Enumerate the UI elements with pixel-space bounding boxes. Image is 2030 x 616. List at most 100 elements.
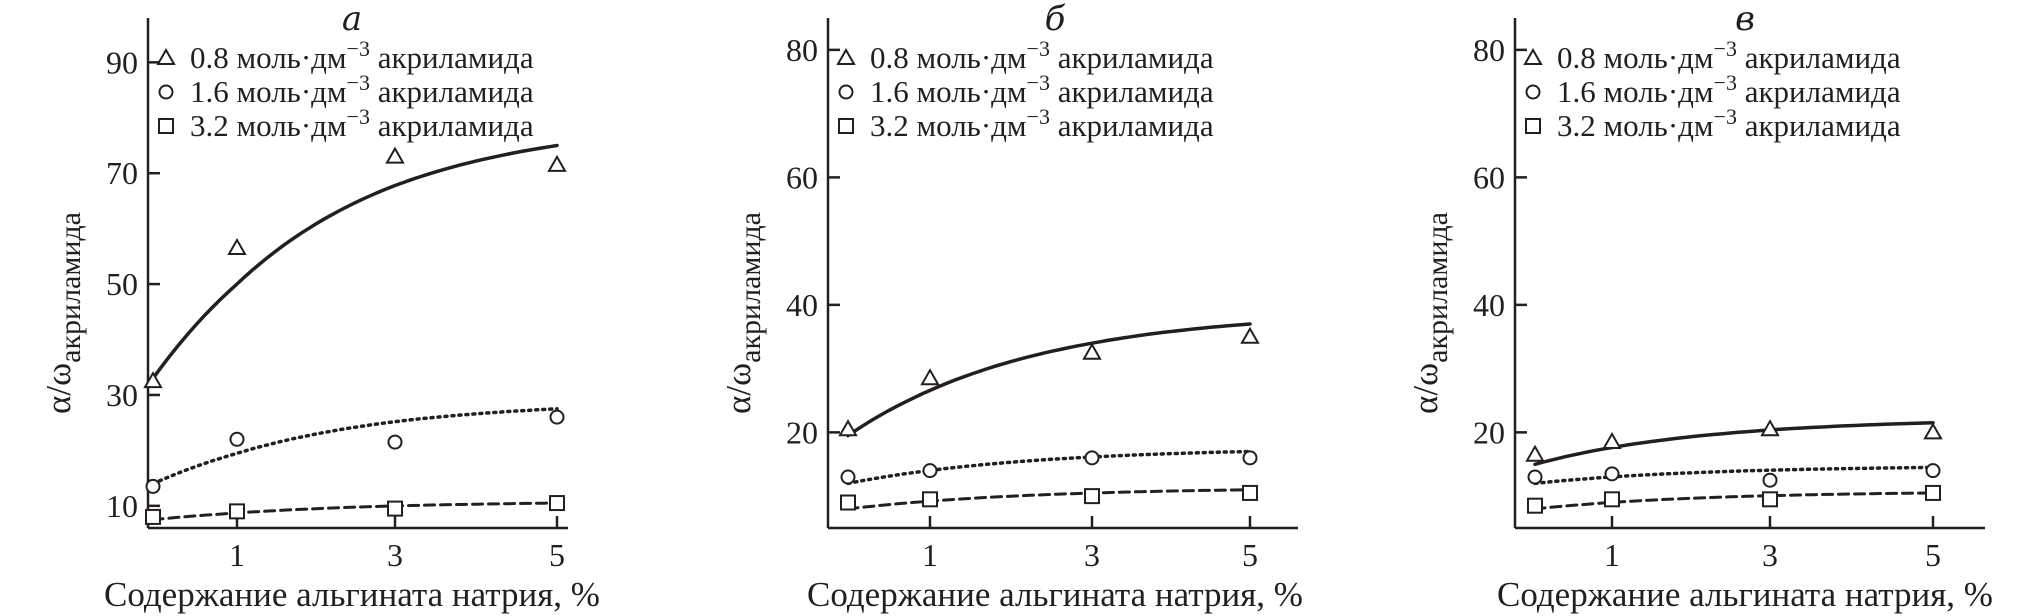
x-tick-label: 1 bbox=[922, 537, 938, 573]
series-fit-line bbox=[1533, 421, 1935, 467]
series-circle bbox=[840, 449, 1258, 486]
y-tick-label: 20 bbox=[1473, 414, 1505, 450]
data-point-triangle bbox=[1760, 419, 1780, 437]
y-axis-title: α/ωакриламида bbox=[39, 212, 87, 414]
data-point-triangle bbox=[1602, 431, 1622, 449]
y-tick-label: 70 bbox=[106, 155, 138, 191]
data-point-square bbox=[840, 494, 856, 511]
data-point-circle bbox=[1084, 450, 1100, 466]
data-point-circle bbox=[1762, 472, 1778, 488]
data-point-circle bbox=[1242, 450, 1258, 466]
legend-label: 1.6 моль·дм−3 акриламида bbox=[1557, 70, 1901, 109]
series-fit-line bbox=[1533, 465, 1935, 486]
series-fit-line bbox=[846, 449, 1252, 486]
series-triangle bbox=[143, 143, 567, 389]
data-point-circle bbox=[229, 431, 245, 447]
y-tick-label: 40 bbox=[1473, 287, 1505, 323]
data-point-square bbox=[387, 500, 403, 517]
data-point-circle bbox=[145, 478, 161, 494]
y-tick-label: 90 bbox=[106, 44, 138, 80]
series-square bbox=[1527, 484, 1941, 514]
legend-label: 0.8 моль·дм−3 акриламида bbox=[1557, 36, 1901, 75]
legend-label: 1.6 моль·дм−3 акриламида bbox=[190, 70, 534, 109]
data-point-square bbox=[1925, 484, 1941, 501]
x-tick-label: 5 bbox=[1242, 537, 1258, 573]
legend-marker-triangle bbox=[836, 47, 856, 65]
x-axis-title: Содержание альгината натрия, % bbox=[1497, 575, 1993, 614]
data-point-triangle bbox=[385, 146, 405, 164]
y-tick-label: 60 bbox=[1473, 159, 1505, 195]
x-axis-title: Содержание альгината натрия, % bbox=[104, 575, 600, 614]
data-point-triangle bbox=[1923, 422, 1943, 440]
y-tick-label: 30 bbox=[106, 377, 138, 413]
y-tick-label: 60 bbox=[786, 159, 818, 195]
x-tick-label: 5 bbox=[549, 537, 565, 573]
y-tick-label: 10 bbox=[106, 488, 138, 524]
panel-letter: б bbox=[1045, 0, 1066, 39]
x-tick-label: 3 bbox=[387, 537, 403, 573]
data-point-triangle bbox=[1082, 342, 1102, 360]
data-point-square bbox=[1084, 488, 1100, 505]
y-tick-label: 80 bbox=[786, 32, 818, 68]
x-tick-label: 3 bbox=[1084, 537, 1100, 573]
series-fit-line bbox=[151, 143, 559, 381]
x-axis-title: Содержание альгината натрия, % bbox=[807, 575, 1303, 614]
data-point-circle bbox=[922, 463, 938, 479]
legend-label: 3.2 моль·дм−3 акриламида bbox=[870, 104, 1214, 143]
series-circle bbox=[1527, 463, 1941, 488]
data-point-square bbox=[145, 508, 161, 525]
x-tick-label: 1 bbox=[229, 537, 245, 573]
series-square bbox=[145, 495, 565, 525]
data-point-circle bbox=[1925, 463, 1941, 479]
y-tick-label: 80 bbox=[1473, 32, 1505, 68]
legend-marker-square bbox=[838, 118, 854, 134]
series-fit-line bbox=[846, 488, 1252, 511]
data-point-triangle bbox=[838, 419, 858, 437]
series-fit-line bbox=[846, 322, 1252, 438]
data-point-square bbox=[229, 503, 245, 520]
data-point-triangle bbox=[1525, 444, 1545, 462]
data-point-triangle bbox=[227, 238, 247, 256]
y-axis-title: α/ωакриламида bbox=[1406, 212, 1454, 414]
data-point-triangle bbox=[920, 368, 940, 386]
data-point-circle bbox=[387, 434, 403, 450]
legend-label: 1.6 моль·дм−3 акриламида bbox=[870, 70, 1214, 109]
data-point-square bbox=[1242, 484, 1258, 501]
data-point-square bbox=[549, 495, 565, 512]
legend-marker-circle bbox=[158, 84, 174, 100]
series-fit-line bbox=[1533, 491, 1935, 511]
series-circle bbox=[145, 407, 565, 494]
y-axis-title: α/ωакриламида bbox=[719, 212, 767, 414]
series-fit-line bbox=[151, 501, 559, 522]
data-point-circle bbox=[549, 409, 565, 425]
legend-marker-square bbox=[158, 118, 174, 134]
data-point-triangle bbox=[1240, 326, 1260, 344]
data-point-triangle bbox=[547, 154, 567, 172]
legend-label: 0.8 моль·дм−3 акриламида bbox=[870, 36, 1214, 75]
data-point-triangle bbox=[143, 371, 163, 389]
series-triangle bbox=[1525, 419, 1943, 467]
legend-marker-circle bbox=[838, 84, 854, 100]
y-tick-label: 20 bbox=[786, 414, 818, 450]
legend-marker-square bbox=[1525, 118, 1541, 134]
legend-marker-circle bbox=[1525, 84, 1541, 100]
legend-label: 0.8 моль·дм−3 акриламида bbox=[190, 36, 534, 75]
legend-label: 3.2 моль·дм−3 акриламида bbox=[190, 104, 534, 143]
data-point-circle bbox=[840, 469, 856, 485]
x-tick-label: 3 bbox=[1762, 537, 1778, 573]
legend-marker-triangle bbox=[156, 47, 176, 65]
series-square bbox=[840, 484, 1258, 511]
data-point-circle bbox=[1604, 466, 1620, 482]
data-point-square bbox=[1762, 491, 1778, 508]
x-tick-label: 1 bbox=[1604, 537, 1620, 573]
series-fit-line bbox=[151, 407, 559, 486]
legend-label: 3.2 моль·дм−3 акриламида bbox=[1557, 104, 1901, 143]
legend-marker-triangle bbox=[1523, 47, 1543, 65]
data-point-circle bbox=[1527, 469, 1543, 485]
panel-letter: a bbox=[342, 0, 362, 39]
data-point-square bbox=[1604, 491, 1620, 508]
